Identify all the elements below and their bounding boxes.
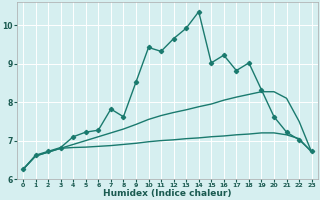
X-axis label: Humidex (Indice chaleur): Humidex (Indice chaleur) <box>103 189 232 198</box>
